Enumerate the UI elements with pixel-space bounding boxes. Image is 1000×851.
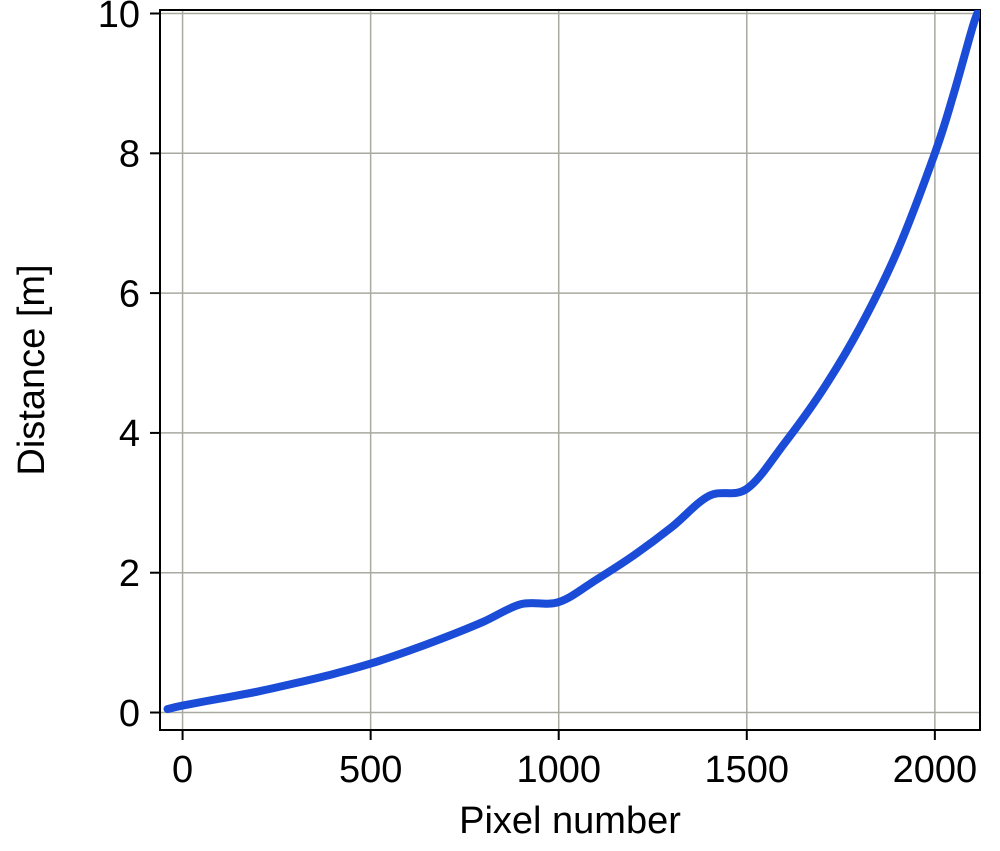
- x-tick-label: 0: [172, 749, 193, 791]
- chart-container: 0 500 1000 1500 2000 0 2 4 6 8 10 Pixel number Dista…: [0, 0, 1000, 851]
- y-tick-label: 10: [98, 0, 140, 36]
- x-tick-label: 1500: [705, 749, 790, 791]
- x-axis-label: Pixel number: [459, 800, 681, 842]
- y-tick-label: 8: [119, 134, 140, 176]
- y-tick-label: 4: [119, 413, 140, 455]
- y-axis-label: Distance [m]: [11, 264, 53, 475]
- x-tick-label: 2000: [893, 749, 978, 791]
- y-tick-label: 0: [119, 693, 140, 735]
- x-tick-label: 1000: [516, 749, 601, 791]
- line-chart: 0 500 1000 1500 2000 0 2 4 6 8 10 Pixel number Dista…: [0, 0, 1000, 851]
- x-tick-label: 500: [339, 749, 402, 791]
- y-tick-label: 6: [119, 273, 140, 315]
- y-tick-label: 2: [119, 553, 140, 595]
